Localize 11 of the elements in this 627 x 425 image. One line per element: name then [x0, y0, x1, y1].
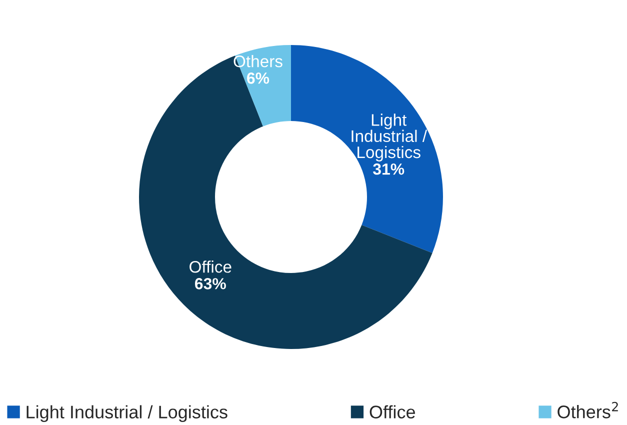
legend-label: Office — [370, 405, 415, 418]
text: Office — [190, 260, 232, 273]
donut-slice — [235, 45, 291, 126]
legend-label: Others$^{2}$ — [558, 402, 618, 418]
donut-slice — [139, 56, 432, 349]
text: Light Industrial / Logistics — [352, 114, 428, 162]
data-label: 63% — [194, 278, 226, 290]
donut-slice — [291, 45, 443, 253]
data-label: 6% — [247, 72, 270, 84]
data-label: 31% — [372, 163, 404, 175]
legend-label: Light Industrial / Logistics — [26, 405, 228, 422]
